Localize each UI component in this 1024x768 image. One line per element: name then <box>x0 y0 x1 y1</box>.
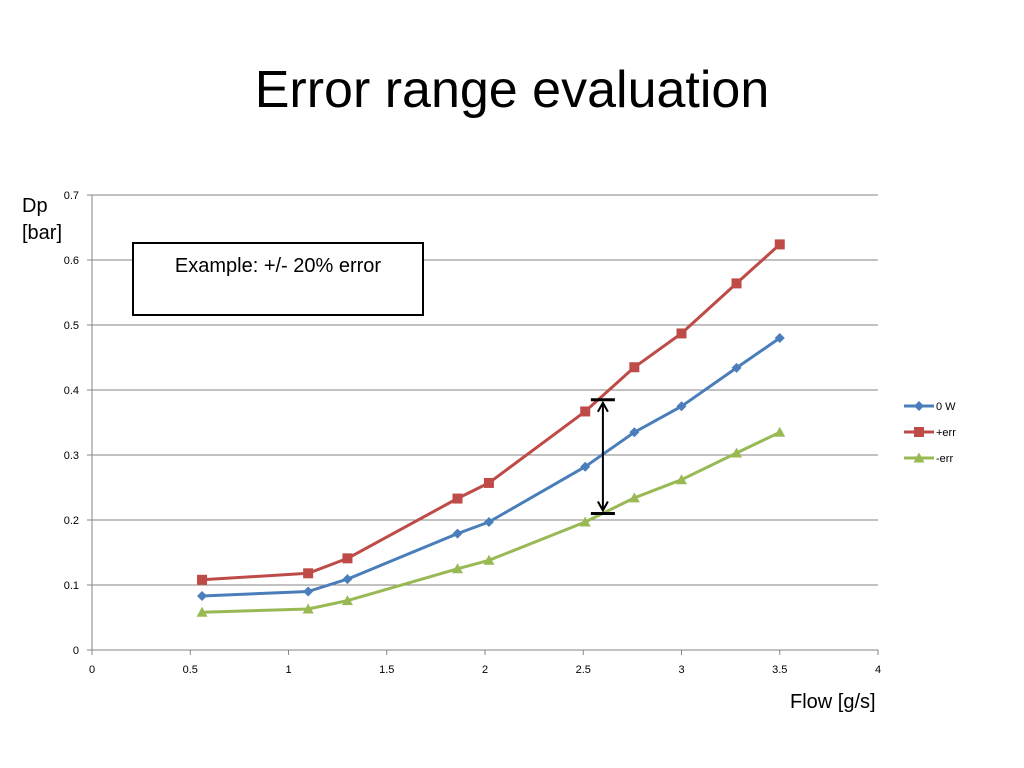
data-point-0-w <box>342 574 353 585</box>
data-series <box>196 239 786 617</box>
x-tick-label: 1 <box>285 664 291 676</box>
data-point-0-w <box>774 333 785 343</box>
series-line-err <box>201 243 781 582</box>
data-point-err <box>629 362 640 373</box>
data-point-err <box>302 603 314 614</box>
data-point-err <box>628 492 640 503</box>
legend: 0 W +err -err <box>904 401 956 465</box>
x-tick-label: 1.5 <box>379 664 394 676</box>
y-tick-label: 0.6 <box>64 255 79 267</box>
axes: 0 0.1 0.2 0.3 0.4 0.5 0.6 0.7 0 0.5 1 1.5 2 2.5 3 3.5 4 <box>64 190 881 676</box>
data-point-0-w <box>452 528 463 539</box>
data-point-err <box>579 516 591 527</box>
y-tick-label: 0 <box>73 645 79 657</box>
data-point-err <box>731 278 742 289</box>
x-tick-label: 0 <box>89 664 95 676</box>
legend-label-err: +err <box>936 427 956 439</box>
legend-marker-err <box>914 427 924 437</box>
data-point-err <box>676 474 687 485</box>
data-point-err <box>197 574 208 585</box>
data-point-0-w <box>303 586 314 597</box>
data-point-0-w <box>629 427 640 438</box>
data-point-0-w <box>676 401 687 412</box>
data-point-0-w <box>580 461 591 472</box>
legend-label-0-w: 0 W <box>936 401 956 413</box>
data-point-err <box>483 477 494 488</box>
annotations: Example: +/- 20% error <box>132 242 615 515</box>
data-point-err <box>774 239 785 250</box>
annotation-box <box>132 242 424 316</box>
legend-marker-0-w <box>914 401 924 411</box>
x-tick-label: 0.5 <box>183 664 198 676</box>
data-point-err <box>580 406 591 417</box>
x-tick-label: 4 <box>875 664 881 676</box>
x-tick-label: 2.5 <box>576 664 591 676</box>
series-line-0-w <box>201 336 781 598</box>
x-tick-label: 3 <box>678 664 684 676</box>
data-point-err <box>452 493 463 504</box>
data-point-err <box>341 595 353 606</box>
data-point-err <box>676 328 687 339</box>
x-tick-label: 3.5 <box>772 664 787 676</box>
y-tick-label: 0.4 <box>64 385 79 397</box>
data-point-err <box>774 426 786 437</box>
annotation-text: Example: +/- 20% error <box>175 255 382 277</box>
y-tick-label: 0.7 <box>64 190 79 202</box>
y-tick-label: 0.5 <box>64 320 79 332</box>
arrow-head-up <box>597 400 609 413</box>
data-point-err <box>303 568 314 579</box>
y-axis-label: Dp [bar] <box>22 195 63 244</box>
data-point-0-w <box>483 516 494 527</box>
data-point-err <box>196 606 208 617</box>
legend-marker-err <box>913 452 925 463</box>
data-point-err <box>451 563 463 574</box>
data-point-err <box>342 553 353 564</box>
legend-label-err: -err <box>936 453 953 465</box>
x-axis-label: Flow [g/s] <box>790 691 876 713</box>
series-line-err <box>201 430 781 614</box>
arrow-head-down <box>597 501 609 513</box>
data-point-err <box>731 447 743 458</box>
y-tick-label: 0.1 <box>64 580 79 592</box>
y-tick-label: 0.2 <box>64 515 79 527</box>
data-point-0-w <box>731 362 742 373</box>
data-point-err <box>483 554 495 565</box>
x-tick-label: 2 <box>482 664 488 676</box>
y-tick-label: 0.3 <box>64 450 79 462</box>
data-point-0-w <box>197 591 208 602</box>
slide-title: Error range evaluation <box>254 61 770 119</box>
